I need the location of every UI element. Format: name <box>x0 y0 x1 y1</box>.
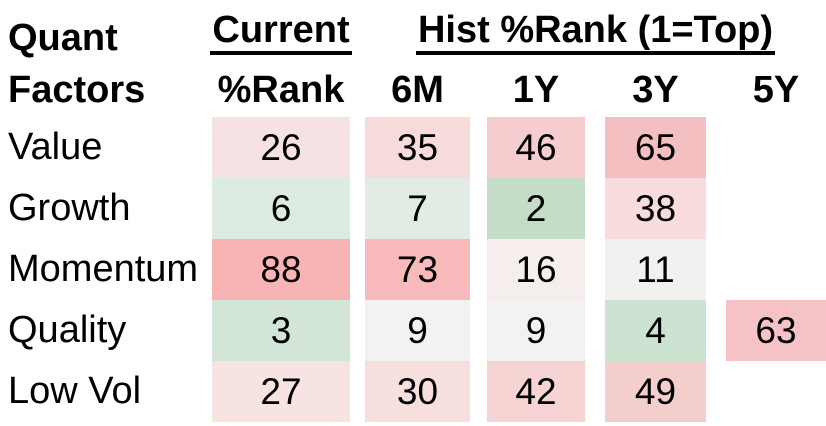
cell-momentum-6m: 73 <box>365 239 470 300</box>
factor-label-momentum: Momentum <box>8 248 199 290</box>
cell-value-current: 26 <box>212 117 350 178</box>
table-title-line2: Factors <box>8 69 146 111</box>
cell-quality-current: 3 <box>212 300 350 361</box>
table-title-line1: Quant <box>8 17 118 59</box>
cell-momentum-1y: 16 <box>487 239 585 300</box>
cell-value-3y: 65 <box>605 117 706 178</box>
factor-label-quality: Quality <box>8 309 127 351</box>
factor-label-value: Value <box>8 126 103 168</box>
column-header-1y: 1Y <box>512 69 560 111</box>
hist-group-label: Hist %Rank (1=Top) <box>415 11 776 55</box>
cell-growth-1y: 2 <box>487 178 585 239</box>
hist-group-header: Hist %Rank (1=Top) <box>365 0 826 57</box>
column-header-current-rank: %Rank <box>217 69 345 111</box>
column-header-6m: 6M <box>391 69 444 111</box>
column-header-5y: 5Y <box>752 69 800 111</box>
cell-momentum-current: 88 <box>212 239 350 300</box>
cell-low-vol-3y: 49 <box>605 361 706 422</box>
column-header-3y: 3Y <box>632 69 679 111</box>
current-group-label: Current <box>210 11 352 55</box>
cell-low-vol-1y: 42 <box>487 361 585 422</box>
factor-label-low-vol: Low Vol <box>8 370 142 412</box>
cell-momentum-3y: 11 <box>605 239 706 300</box>
cell-growth-current: 6 <box>212 178 350 239</box>
cell-value-6m: 35 <box>365 117 470 178</box>
cell-value-1y: 46 <box>487 117 585 178</box>
cell-low-vol-6m: 30 <box>365 361 470 422</box>
current-group-header: Current <box>210 0 352 57</box>
cell-growth-3y: 38 <box>605 178 706 239</box>
cell-low-vol-current: 27 <box>212 361 350 422</box>
cell-quality-6m: 9 <box>365 300 470 361</box>
cell-growth-6m: 7 <box>365 178 470 239</box>
cell-quality-5y: 63 <box>726 300 826 361</box>
cell-quality-1y: 9 <box>487 300 585 361</box>
cell-quality-3y: 4 <box>605 300 706 361</box>
factor-label-growth: Growth <box>8 187 131 229</box>
